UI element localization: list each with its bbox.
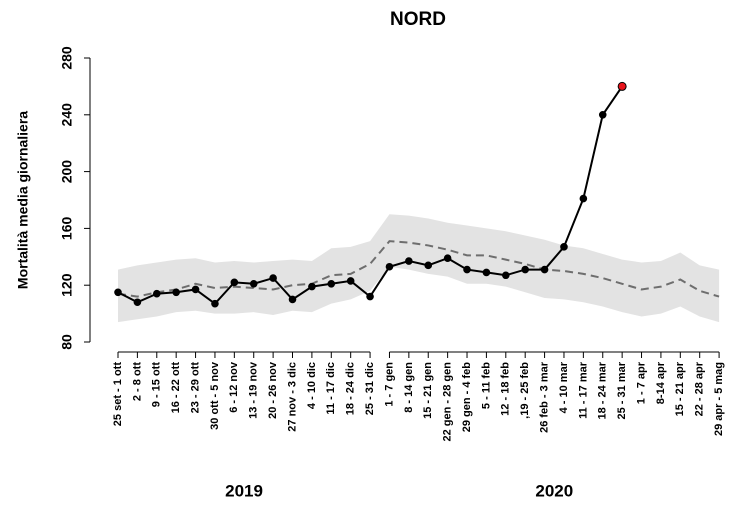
observed-point	[191, 285, 200, 294]
x-tick-label: 2 - 8 ott	[131, 362, 143, 401]
y-axis-label: Mortalità media giornaliera	[15, 111, 31, 289]
observed-point	[133, 298, 142, 307]
x-tick-label: 18 - 24 dic	[345, 362, 357, 415]
x-tick-label: 6 - 12 nov	[228, 361, 240, 413]
x-tick-label: 15 - 21 apr	[674, 361, 686, 416]
observed-point	[540, 265, 549, 274]
observed-point	[269, 274, 277, 282]
y-tick-label: 200	[59, 160, 75, 184]
observed-point	[424, 261, 433, 270]
x-tick-label: 26 feb - 3 mar	[538, 361, 550, 433]
y-tick-label: 80	[59, 334, 75, 350]
observed-point	[405, 257, 413, 265]
x-tick-label: 12 - 18 feb	[500, 362, 512, 416]
x-tick-label: 22 - 28 apr	[694, 361, 706, 416]
group-label: 2019	[225, 481, 263, 500]
observed-point	[211, 299, 219, 308]
observed-point	[598, 111, 607, 119]
chart-title: NORD	[390, 9, 446, 30]
x-tick-label: 11 - 17 dic	[325, 362, 337, 415]
expected-line	[117, 240, 720, 298]
x-tick-label: 16 - 22 ott	[170, 362, 182, 414]
observed-point	[230, 278, 239, 287]
y-tick-label: 280	[59, 46, 75, 70]
x-tick-label: 23 - 29 ott	[189, 362, 201, 414]
x-tick-label: 1 - 7 gen	[383, 362, 395, 407]
x-tick-label: 22 gen - 28 gen	[442, 362, 454, 442]
y-tick-label: 120	[59, 273, 75, 297]
x-tick-label: 5 - 11 feb	[480, 362, 492, 409]
observed-point	[308, 282, 316, 291]
x-tick-label: 27 nov - 3 dic	[286, 362, 298, 432]
observed-point	[327, 279, 336, 288]
observed-point	[249, 279, 258, 288]
x-tick-label: 4 - 10 mar	[558, 361, 570, 413]
observed-point	[502, 271, 510, 280]
x-tick-label: 11 - 17 mar	[577, 361, 589, 419]
x-tick-label: 25 - 31 dic	[364, 362, 376, 415]
x-tick-label: 8 - 14 gen	[403, 362, 415, 413]
x-tick-label: 4 - 10 dic	[306, 362, 318, 409]
observed-point	[346, 277, 355, 285]
observed-point	[152, 289, 161, 298]
observed-point	[482, 268, 491, 277]
observed-point	[579, 194, 588, 203]
x-tick-label: 30 ott - 5 nov	[209, 361, 221, 430]
x-tick-label: 13 - 19 nov	[248, 361, 260, 419]
group-label: 2020	[535, 481, 573, 500]
observed-point	[617, 81, 627, 91]
band	[118, 214, 720, 323]
x-tick-label: 29 apr - 5 mag	[713, 362, 725, 436]
y-tick-label: 240	[59, 103, 75, 127]
x-tick-label: 9 - 15 ott	[151, 362, 163, 408]
observed-point	[521, 265, 529, 274]
observed-point	[560, 243, 568, 251]
observed-point	[288, 295, 297, 304]
observed-point	[366, 292, 374, 301]
x-tick-label: 20 - 26 nov	[267, 361, 279, 419]
observed-point	[114, 288, 122, 297]
x-tick-label: 18 - 24 mar	[597, 361, 609, 419]
x-tick-label: 1 - 7 apr	[635, 361, 647, 404]
observed-point	[172, 288, 180, 297]
x-tick-label: 29 gen - 4 feb	[461, 362, 473, 433]
x-tick-label: 25 set - 1 ott	[112, 362, 124, 427]
x-tick-label: 25 - 31 mar	[616, 361, 628, 419]
observed-point	[385, 262, 394, 271]
observed-point	[443, 254, 452, 263]
y-tick-label: 160	[59, 217, 75, 241]
x-tick-label: ,19 - 25 feb	[519, 362, 531, 419]
x-tick-label: 15 - 21 gen	[422, 362, 434, 419]
observed-point	[463, 265, 471, 274]
x-tick-label: 8-14 apr	[655, 361, 667, 404]
